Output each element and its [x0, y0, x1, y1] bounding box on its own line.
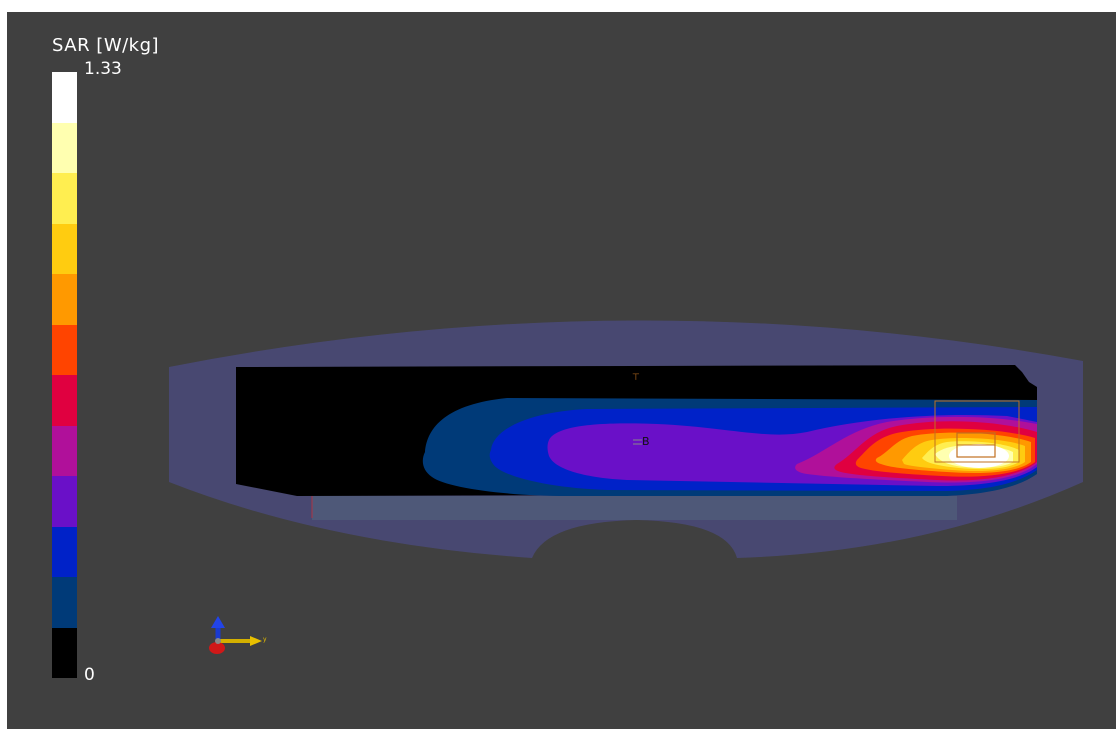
colorbar-band	[52, 72, 77, 123]
marker-center-label: B	[642, 435, 650, 448]
colorbar-band	[52, 324, 77, 375]
y-axis-arrowhead	[250, 636, 262, 646]
colorbar-band	[52, 627, 77, 678]
colorbar-band	[52, 476, 77, 527]
colorbar-band	[52, 173, 77, 224]
z-axis-arrowhead	[211, 616, 225, 628]
colorbar-band	[52, 274, 77, 325]
axis-triad: y	[209, 616, 267, 654]
colorbar-band	[52, 122, 77, 173]
x-axis-arrow	[209, 642, 225, 654]
marker-top-label: ⊤	[632, 373, 640, 383]
sar-scene: ⊤ B	[169, 320, 1083, 558]
colorbar-band	[52, 425, 77, 476]
colorbar-band	[52, 375, 77, 426]
colorbar-band	[52, 223, 77, 274]
device-outline	[934, 400, 1020, 463]
y-axis-label: y	[263, 636, 267, 643]
phantom-base	[312, 496, 957, 520]
sar-colorbar	[52, 72, 77, 678]
colorbar-band	[52, 577, 77, 628]
3d-viewport[interactable]: SAR [W/kg] 1.33 0 ⊤ B	[7, 12, 1116, 729]
colorbar-band	[52, 526, 77, 577]
legend-min-label: 0	[84, 665, 95, 685]
sar-peak	[949, 444, 1009, 468]
legend-title: SAR [W/kg]	[52, 35, 160, 56]
legend-max-label: 1.33	[84, 59, 122, 79]
triad-origin	[215, 638, 221, 644]
